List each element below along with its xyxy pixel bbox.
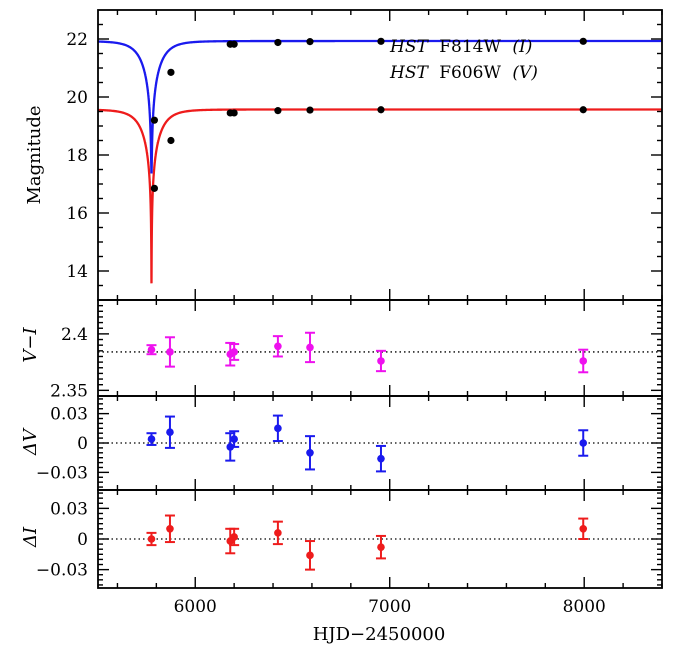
- y-tick-label: 2.35: [50, 381, 88, 401]
- data-point-with-error: [272, 520, 283, 546]
- data-point-with-error: [375, 534, 386, 560]
- data-point: [377, 543, 385, 551]
- x-tick-label: 6000: [174, 597, 217, 617]
- panel-frame: [97, 299, 663, 397]
- y-axis-label-color: V−I: [20, 327, 41, 363]
- plot-layer: [98, 37, 662, 571]
- data-point-v: [274, 38, 282, 47]
- y-tick-label: 14: [66, 262, 88, 282]
- data-point-with-error: [375, 349, 386, 373]
- data-point: [274, 342, 282, 351]
- data-point-with-error: [146, 432, 157, 446]
- model-curve-i: [98, 108, 662, 284]
- data-point: [306, 448, 314, 457]
- legend-prefix: HST: [389, 37, 429, 57]
- data-point-i: [579, 106, 587, 114]
- y-tick-label: 20: [66, 88, 88, 108]
- data-point-with-error: [229, 343, 240, 361]
- panel-frames: [97, 9, 663, 589]
- y-axis-label-delta-i: ΔI: [20, 526, 41, 548]
- data-point: [147, 535, 156, 543]
- y-tick-label: 2.4: [61, 325, 88, 345]
- data-point-with-error: [272, 414, 283, 443]
- data-point-v: [377, 37, 385, 45]
- data-point: [377, 357, 385, 365]
- data-point: [274, 424, 282, 433]
- data-point-with-error: [164, 415, 175, 449]
- legend-band: F814W: [439, 37, 501, 57]
- x-tick-label: 7000: [368, 597, 411, 617]
- y-axis-label-delta-v: ΔV: [20, 427, 41, 456]
- data-point-i: [306, 106, 314, 114]
- data-point: [166, 428, 174, 437]
- data-point-with-error: [304, 331, 315, 364]
- data-point-with-error: [146, 531, 157, 547]
- data-point-with-error: [146, 344, 157, 356]
- text-layer: Magnitude V−I ΔV ΔI HJD−2450000 HST F814…: [20, 30, 606, 645]
- legend-band: F606W: [439, 63, 501, 83]
- data-point: [579, 439, 588, 447]
- data-point-i: [230, 109, 238, 117]
- data-point-i: [150, 184, 158, 192]
- x-tick-label: 8000: [563, 597, 606, 617]
- panel-frame: [97, 9, 663, 301]
- data-point: [274, 529, 282, 537]
- data-point-with-error: [578, 517, 589, 540]
- y-tick-label: 22: [66, 30, 88, 50]
- data-point: [147, 345, 156, 354]
- data-point-with-error: [304, 435, 315, 471]
- data-point: [230, 348, 238, 356]
- y-tick-label: 0: [77, 434, 88, 454]
- x-axis-label: HJD−2450000: [313, 624, 446, 645]
- y-tick-label: 16: [66, 204, 88, 224]
- data-point: [306, 343, 314, 352]
- data-point-with-error: [375, 444, 386, 473]
- data-point-with-error: [272, 335, 283, 358]
- data-point: [377, 454, 385, 463]
- data-point: [147, 435, 156, 443]
- data-point: [306, 551, 314, 560]
- data-point-with-error: [229, 430, 240, 448]
- data-point-v: [167, 68, 175, 76]
- data-point: [166, 348, 174, 356]
- data-point-with-error: [304, 540, 315, 571]
- panel-frame: [97, 395, 663, 491]
- legend-entry-f606w: HST F606W (V): [389, 63, 538, 83]
- y-tick-label: 18: [66, 146, 88, 166]
- legend-prefix: HST: [389, 63, 429, 83]
- y-tick-label: −0.03: [36, 463, 88, 483]
- model-curve-v: [98, 39, 662, 174]
- legend-filter: (V): [512, 63, 538, 83]
- data-point-with-error: [578, 348, 589, 374]
- data-point-v: [150, 116, 158, 124]
- data-point: [230, 533, 238, 541]
- data-point-with-error: [229, 527, 240, 547]
- legend-entry-f814w: HST F814W (I): [389, 37, 532, 57]
- data-point-with-error: [164, 336, 175, 368]
- y-tick-label: −0.03: [36, 561, 88, 581]
- data-point-v: [230, 40, 238, 48]
- y-tick-label: 0.03: [50, 499, 88, 519]
- data-point-i: [377, 106, 385, 114]
- y-tick-label: 0.03: [50, 405, 88, 425]
- data-point-with-error: [164, 514, 175, 544]
- legend-filter: (I): [512, 37, 532, 57]
- y-tick-label: 0: [77, 530, 88, 550]
- data-point: [579, 357, 588, 365]
- data-point-i: [167, 136, 175, 145]
- legend: HST F814W (I) HST F606W (V): [389, 37, 538, 83]
- data-point-with-error: [225, 341, 236, 367]
- data-point-with-error: [578, 429, 589, 457]
- data-point: [230, 435, 238, 443]
- model-curves: [98, 39, 662, 284]
- y-axis-label-magnitude: Magnitude: [24, 105, 45, 204]
- data-point: [579, 524, 588, 533]
- data-point: [166, 524, 174, 533]
- data-point-v: [306, 38, 314, 46]
- data-point-i: [274, 107, 282, 115]
- data-point-v: [579, 37, 587, 45]
